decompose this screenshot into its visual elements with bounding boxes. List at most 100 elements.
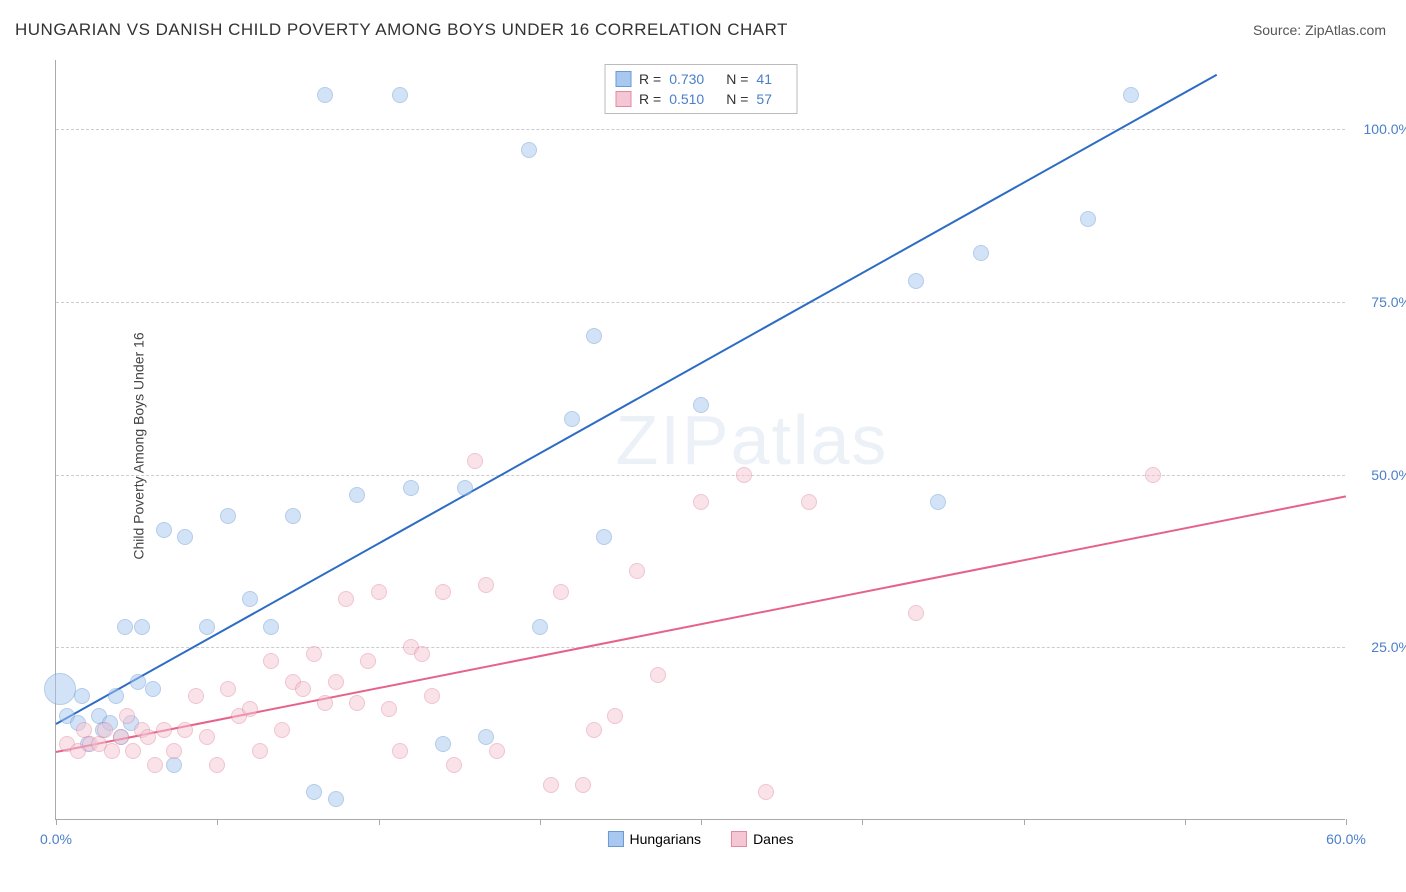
data-point: [177, 529, 193, 545]
chart-container: HUNGARIAN VS DANISH CHILD POVERTY AMONG …: [0, 0, 1406, 892]
legend-series: Hungarians Danes: [607, 831, 793, 847]
data-point: [575, 777, 591, 793]
data-point: [317, 695, 333, 711]
source-label: Source:: [1253, 22, 1305, 38]
data-point: [521, 142, 537, 158]
r-value-1: 0.510: [669, 91, 704, 107]
data-point: [295, 681, 311, 697]
trendline-hungarians: [56, 74, 1218, 725]
x-tick-label: 0.0%: [40, 831, 72, 847]
data-point: [147, 757, 163, 773]
data-point: [1080, 211, 1096, 227]
data-point: [586, 722, 602, 738]
n-value-1: 57: [756, 91, 772, 107]
x-tick: [540, 819, 541, 825]
data-point: [543, 777, 559, 793]
data-point: [446, 757, 462, 773]
data-point: [467, 453, 483, 469]
data-point: [166, 757, 182, 773]
data-point: [108, 688, 124, 704]
data-point: [306, 784, 322, 800]
legend-item-danes: Danes: [731, 831, 793, 847]
data-point: [973, 245, 989, 261]
data-point: [403, 480, 419, 496]
data-point: [392, 87, 408, 103]
data-point: [349, 695, 365, 711]
x-tick: [1346, 819, 1347, 825]
n-label: N =: [726, 71, 748, 87]
data-point: [145, 681, 161, 697]
y-tick-label: 50.0%: [1371, 467, 1406, 483]
watermark: ZIPatlas: [616, 400, 889, 480]
x-tick: [379, 819, 380, 825]
data-point: [177, 722, 193, 738]
data-point: [199, 729, 215, 745]
data-point: [328, 791, 344, 807]
r-label: R =: [639, 91, 661, 107]
data-point: [424, 688, 440, 704]
data-point: [489, 743, 505, 759]
data-point: [74, 688, 90, 704]
data-point: [1145, 467, 1161, 483]
data-point: [596, 529, 612, 545]
data-point: [306, 646, 322, 662]
gridline: [56, 302, 1345, 303]
y-tick-label: 25.0%: [1371, 639, 1406, 655]
data-point: [693, 494, 709, 510]
data-point: [414, 646, 430, 662]
x-tick: [1185, 819, 1186, 825]
legend-swatch-hungarians: [607, 831, 623, 847]
data-point: [736, 467, 752, 483]
data-point: [392, 743, 408, 759]
data-point: [188, 688, 204, 704]
y-tick-label: 75.0%: [1371, 294, 1406, 310]
n-value-0: 41: [756, 71, 772, 87]
data-point: [263, 653, 279, 669]
data-point: [801, 494, 817, 510]
legend-label-danes: Danes: [753, 831, 793, 847]
data-point: [252, 743, 268, 759]
data-point: [553, 584, 569, 600]
data-point: [478, 729, 494, 745]
data-point: [113, 729, 129, 745]
data-point: [242, 701, 258, 717]
data-point: [97, 722, 113, 738]
chart-title: HUNGARIAN VS DANISH CHILD POVERTY AMONG …: [15, 20, 788, 40]
x-tick-label: 60.0%: [1326, 831, 1366, 847]
data-point: [317, 87, 333, 103]
legend-swatch-hungarians: [615, 71, 631, 87]
data-point: [156, 522, 172, 538]
data-point: [607, 708, 623, 724]
x-tick: [862, 819, 863, 825]
data-point: [156, 722, 172, 738]
data-point: [130, 674, 146, 690]
legend-stats-row-1: R = 0.510 N = 57: [615, 89, 786, 109]
data-point: [199, 619, 215, 635]
x-tick: [701, 819, 702, 825]
data-point: [140, 729, 156, 745]
legend-label-hungarians: Hungarians: [629, 831, 701, 847]
data-point: [360, 653, 376, 669]
data-point: [166, 743, 182, 759]
data-point: [650, 667, 666, 683]
x-tick: [1024, 819, 1025, 825]
data-point: [435, 736, 451, 752]
data-point: [44, 673, 76, 705]
data-point: [220, 508, 236, 524]
x-tick: [56, 819, 57, 825]
legend-stats-row-0: R = 0.730 N = 41: [615, 69, 786, 89]
data-point: [104, 743, 120, 759]
data-point: [119, 708, 135, 724]
data-point: [274, 722, 290, 738]
data-point: [758, 784, 774, 800]
gridline: [56, 647, 1345, 648]
legend-stats: R = 0.730 N = 41 R = 0.510 N = 57: [604, 64, 797, 114]
data-point: [134, 619, 150, 635]
x-tick: [217, 819, 218, 825]
data-point: [209, 757, 225, 773]
data-point: [1123, 87, 1139, 103]
n-label: N =: [726, 91, 748, 107]
data-point: [285, 508, 301, 524]
gridline: [56, 129, 1345, 130]
data-point: [586, 328, 602, 344]
